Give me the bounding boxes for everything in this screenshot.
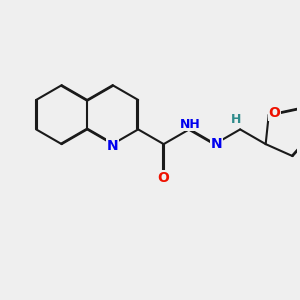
Text: N: N [107,139,118,153]
Text: O: O [158,171,170,185]
Text: NH: NH [180,118,201,130]
Text: N: N [210,137,222,151]
Text: H: H [231,112,241,126]
Text: O: O [269,106,280,120]
